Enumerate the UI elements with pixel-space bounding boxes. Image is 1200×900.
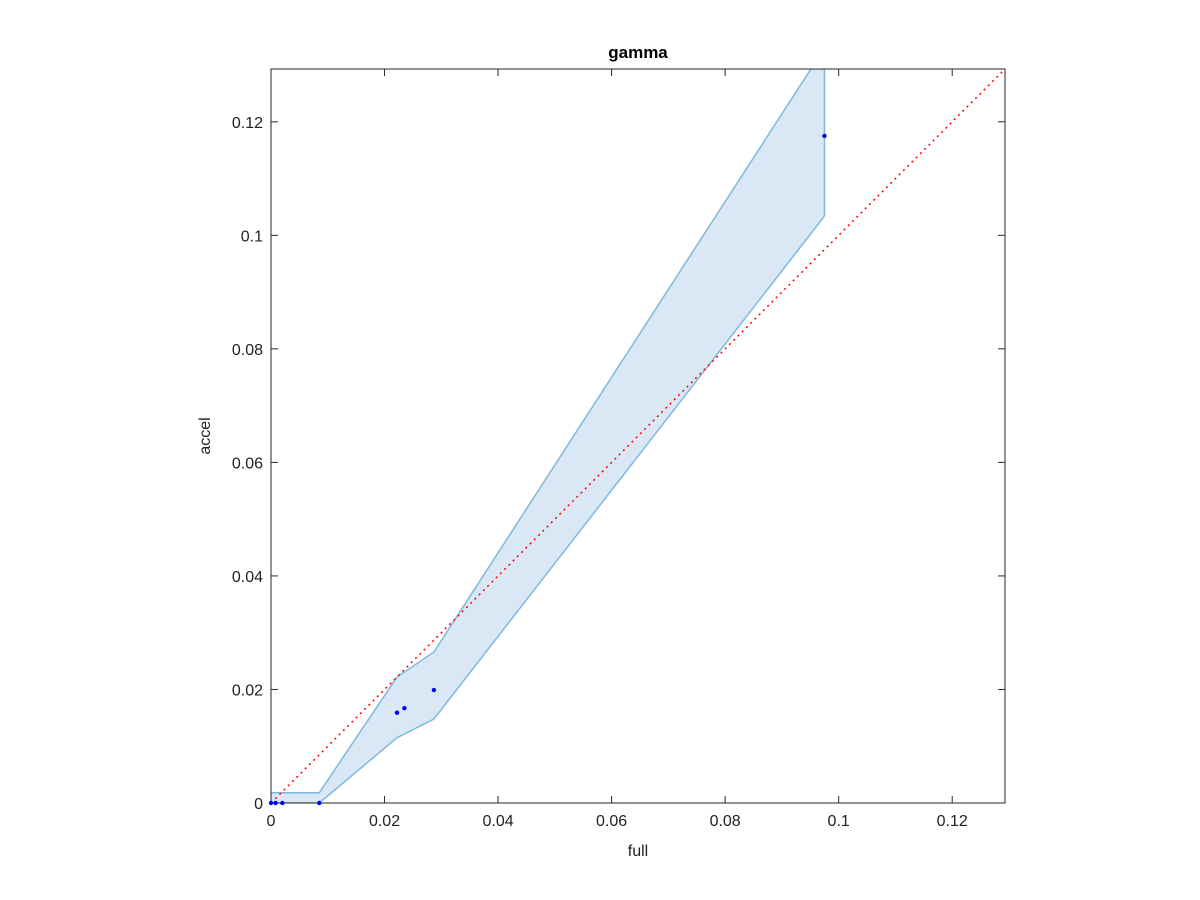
point — [402, 705, 407, 711]
y-tick-label: 0.12 — [232, 115, 263, 132]
point — [317, 800, 322, 806]
point — [394, 710, 400, 715]
y-axis-label: accel — [197, 417, 214, 454]
confidence-band — [271, 69, 825, 803]
axes-box — [270, 68, 1006, 804]
y-tick-label: 0.1 — [241, 228, 263, 245]
x-tick-label: 0.12 — [937, 813, 968, 830]
x-axis-label: full — [628, 843, 648, 860]
band-edge — [271, 69, 812, 794]
y-tick-label: 0.06 — [232, 455, 263, 472]
point — [431, 687, 437, 693]
y-tick-label: 0 — [254, 796, 263, 813]
x-tick-label: 0.1 — [828, 813, 850, 830]
point — [280, 800, 285, 806]
point — [822, 133, 827, 139]
x-tick-label: 0.06 — [596, 813, 627, 830]
point — [273, 800, 278, 806]
y-tick-label: 0.08 — [232, 342, 263, 359]
y-tick-label: 0.04 — [232, 569, 263, 586]
point — [268, 800, 274, 806]
y-tick-label: 0.02 — [232, 682, 263, 699]
plot-area — [271, 69, 1005, 803]
chart-title: gamma — [608, 43, 668, 62]
x-tick-label: 0.08 — [710, 813, 741, 830]
band-edge — [271, 215, 826, 803]
reference-line — [271, 69, 1005, 803]
x-tick-label: 0.04 — [482, 813, 513, 830]
x-tick-label: 0.02 — [369, 813, 400, 830]
x-tick-label: 0 — [267, 813, 276, 830]
